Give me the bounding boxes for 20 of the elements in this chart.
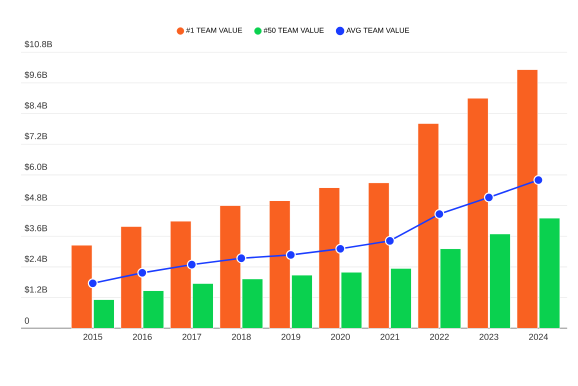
y-tick-label: $7.2B <box>24 132 48 140</box>
y-tick-label: $4.8B <box>24 194 48 201</box>
x-tick-label: 2021 <box>380 333 400 340</box>
y-tick-label: $9.6B <box>24 71 48 78</box>
y-tick-label: $1.2B <box>24 286 48 293</box>
y-tick-label: $3.6B <box>24 224 48 232</box>
x-tick-label: 2016 <box>132 333 152 340</box>
x-tick-label: 2024 <box>529 333 548 340</box>
y-tick-label: $8.4B <box>24 102 48 109</box>
x-tick-label: 2020 <box>330 333 350 340</box>
y-tick-label: $2.4B <box>24 255 48 262</box>
x-tick-label: 2018 <box>232 333 251 340</box>
x-tick-label: 2015 <box>83 333 102 340</box>
x-tick-label: 2023 <box>480 333 498 340</box>
y-tick-label: $10.8B <box>24 40 52 48</box>
x-tick-label: 2017 <box>182 333 202 340</box>
x-tick-label: 2019 <box>281 333 300 340</box>
y-tick-label: $6.0B <box>24 163 48 170</box>
x-tick-label: 2022 <box>430 333 449 340</box>
y-tick-label: 0 <box>24 317 30 324</box>
